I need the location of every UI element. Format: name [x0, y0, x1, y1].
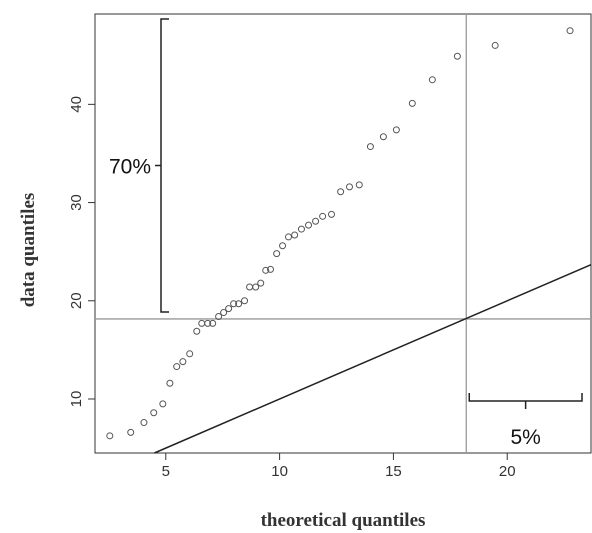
point — [273, 250, 281, 258]
point — [215, 312, 223, 320]
annotation: 5% — [510, 426, 540, 449]
x-tick-label: 10 — [271, 463, 288, 480]
point — [328, 210, 336, 218]
y-tick-label: 30 — [68, 194, 85, 211]
bracket — [468, 393, 583, 409]
point — [140, 419, 148, 427]
point — [291, 231, 299, 239]
point — [252, 283, 260, 291]
point — [392, 126, 400, 134]
y-tick-label: 40 — [68, 96, 85, 113]
point — [127, 428, 135, 436]
point — [225, 305, 233, 313]
point — [453, 52, 461, 60]
point — [337, 188, 345, 196]
point — [345, 183, 353, 191]
y-tick-label: 20 — [68, 292, 85, 309]
point — [408, 99, 416, 107]
point — [241, 297, 249, 305]
point — [355, 181, 363, 189]
point — [297, 225, 305, 233]
point — [246, 283, 254, 291]
reference-line — [154, 263, 592, 454]
point — [198, 319, 206, 327]
y-tick-label: 10 — [68, 391, 85, 408]
point — [220, 309, 228, 317]
point — [267, 265, 275, 273]
bracket — [155, 18, 169, 313]
point — [428, 76, 436, 84]
x-axis-title: theoretical quantiles — [261, 510, 426, 531]
point — [209, 319, 217, 327]
x-tick-label: 5 — [162, 463, 170, 480]
point — [566, 27, 574, 35]
point — [204, 319, 212, 327]
point — [262, 266, 270, 274]
point — [312, 217, 320, 225]
point — [166, 379, 174, 387]
annotation: 70% — [109, 155, 151, 178]
point — [284, 233, 292, 241]
point — [379, 133, 387, 141]
point — [230, 300, 238, 308]
point — [279, 242, 287, 250]
point — [106, 432, 114, 440]
point — [159, 400, 167, 408]
point — [491, 41, 499, 49]
point — [150, 409, 158, 417]
y-axis-title: data quantiles — [18, 193, 39, 308]
point — [179, 358, 187, 366]
point — [186, 350, 194, 358]
point — [366, 143, 374, 151]
point — [235, 300, 243, 308]
x-tick-label: 15 — [385, 463, 402, 480]
point — [193, 327, 201, 335]
point — [173, 363, 181, 371]
point — [319, 212, 327, 220]
point — [305, 221, 313, 229]
point — [257, 279, 265, 287]
plot-frame — [94, 13, 592, 454]
x-tick-label: 20 — [499, 463, 516, 480]
